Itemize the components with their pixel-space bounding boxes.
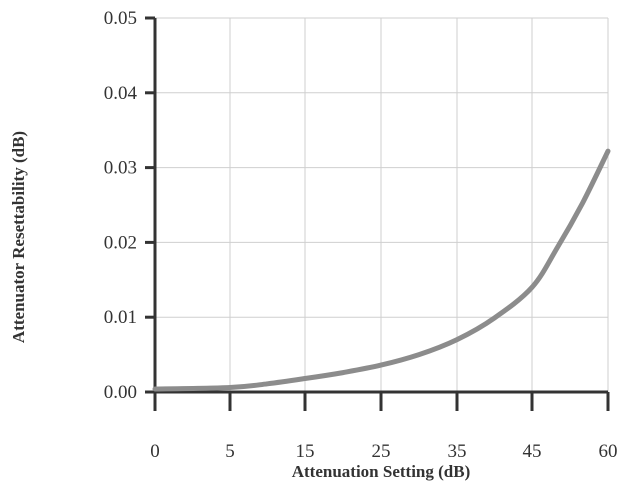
ticks: 0.00 0.01 0.02 0.03 0.04 0.05 0 5 15 25 35 45 60	[104, 8, 618, 462]
y-axis-title: Attenuator Resettability (dB)	[9, 131, 28, 343]
x-tick-label: 0	[150, 441, 160, 462]
y-tick-label: 0.04	[104, 83, 138, 104]
y-tick-label: 0.00	[104, 382, 137, 403]
series	[152, 148, 611, 392]
y-tick-label: 0.02	[104, 232, 137, 253]
y-tick-label: 0.05	[104, 8, 137, 29]
y-tick-label: 0.03	[104, 158, 137, 179]
x-tick-label: 15	[296, 441, 315, 462]
y-tick-label: 0.01	[104, 307, 137, 328]
x-tick-label: 5	[225, 441, 235, 462]
x-axis-title: Attenuation Setting (dB)	[292, 462, 471, 481]
x-tick-label: 45	[523, 441, 542, 462]
x-tick-label: 25	[372, 441, 391, 462]
x-tick-label: 60	[599, 441, 618, 462]
x-tick-label: 35	[448, 441, 467, 462]
series-line	[152, 148, 611, 392]
grid	[155, 17, 609, 392]
